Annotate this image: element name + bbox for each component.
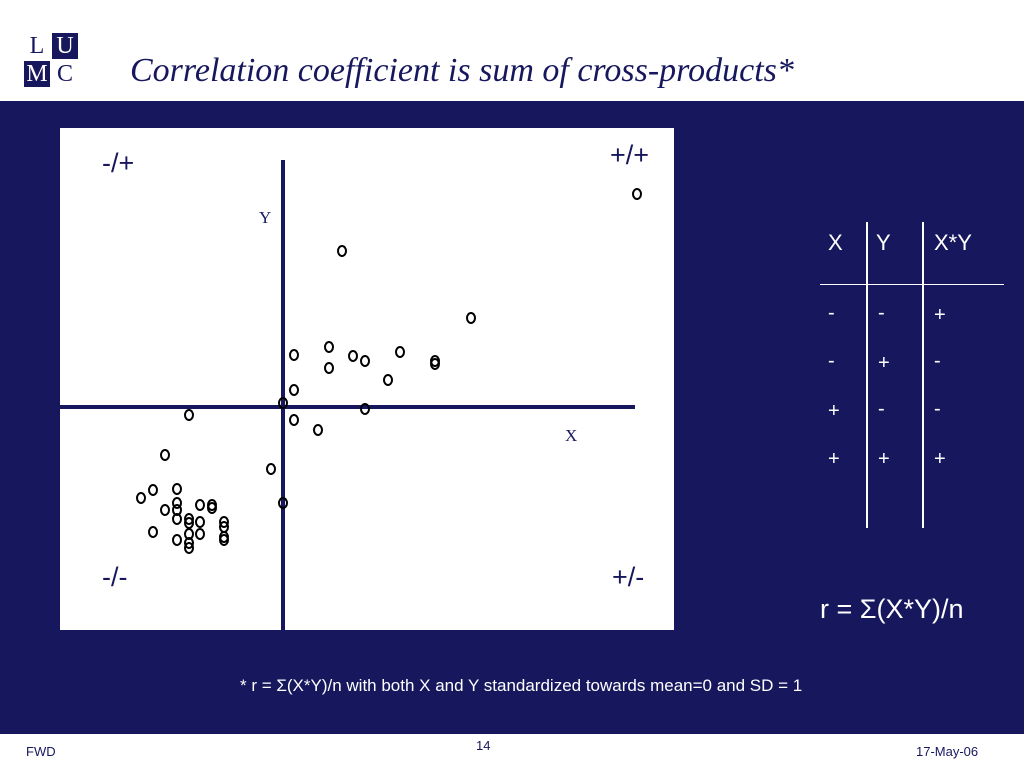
table-cell: - (934, 398, 941, 420)
scatter-point (184, 513, 194, 525)
correlation-formula: r = Σ(X*Y)/n (820, 594, 964, 624)
scatter-point (632, 188, 642, 200)
table-header-y: Y (876, 230, 891, 255)
scatter-point (324, 341, 334, 353)
footer-left-text: FWD (26, 744, 56, 759)
x-axis-label: X (565, 426, 578, 445)
scatter-point (172, 483, 182, 495)
table-header-rule (820, 284, 1004, 285)
scatter-point (278, 397, 288, 409)
table-cell: - (934, 350, 941, 372)
scatter-point (395, 346, 405, 358)
quadrant-label-bottom-left: -/- (102, 562, 128, 592)
scatter-point (383, 374, 393, 386)
scatter-point (266, 463, 276, 475)
scatter-point (148, 526, 158, 538)
table-cell: + (828, 400, 840, 422)
scatter-point (289, 414, 299, 426)
table-divider (922, 222, 924, 528)
scatter-point (360, 355, 370, 367)
page-number: 14 (476, 738, 491, 753)
table-cell: + (878, 352, 890, 374)
quadrant-label-bottom-right: +/- (612, 562, 645, 592)
scatter-point (136, 492, 146, 504)
scatter-point (172, 513, 182, 525)
scatter-point (172, 497, 182, 509)
y-axis-label: Y (259, 208, 272, 227)
table-divider (866, 222, 868, 528)
scatter-point (278, 497, 288, 509)
scatter-point (219, 534, 229, 546)
scatter-point (160, 449, 170, 461)
footnote: * r = Σ(X*Y)/n with both X and Y standar… (240, 676, 803, 695)
quadrant-label-top-right: +/+ (610, 140, 650, 170)
scatter-point (360, 403, 370, 415)
logo-letter-m: M (24, 61, 50, 87)
table-cell: + (878, 448, 890, 470)
table-cell: - (878, 302, 885, 324)
scatter-point (172, 534, 182, 546)
scatter-point (195, 516, 205, 528)
scatter-point (195, 499, 205, 511)
logo-letter-l: L (24, 33, 50, 59)
scatter-point (337, 245, 347, 257)
table-cell: + (828, 448, 840, 470)
logo-letter-u: U (52, 33, 78, 59)
table-header-xy: X*Y (934, 230, 972, 255)
table-header-x: X (828, 230, 843, 255)
scatter-point (184, 537, 194, 549)
scatter-plot-svg (60, 160, 642, 630)
logo-letter-c: C (52, 61, 78, 87)
scatter-point (313, 424, 323, 436)
table-cell: - (828, 350, 835, 372)
table-cell: - (828, 302, 835, 324)
scatter-point (207, 502, 217, 514)
scatter-point (324, 362, 334, 374)
scatter-point (289, 384, 299, 396)
footer-date: 17-May-06 (916, 744, 979, 759)
table-cell: + (934, 304, 946, 326)
slide-title: Correlation coefficient is sum of cross-… (130, 52, 794, 89)
table-cell: + (934, 448, 946, 470)
scatter-point (219, 516, 229, 528)
scatter-point (184, 542, 194, 554)
scatter-point (430, 358, 440, 370)
scatter-point (148, 484, 158, 496)
scatter-point (466, 312, 476, 324)
scatter-point (289, 349, 299, 361)
quadrant-label-top-left: -/+ (102, 148, 135, 178)
scatter-point (195, 528, 205, 540)
scatter-point (184, 409, 194, 421)
scatter-plot: -/+ +/+ -/- +/- Y X (60, 128, 674, 630)
lumc-logo: L U M C (24, 33, 82, 91)
scatter-point (348, 350, 358, 362)
sign-table: X Y X*Y - - + - + - + - - + + + (812, 222, 1006, 528)
scatter-point (160, 504, 170, 516)
table-cell: - (878, 398, 885, 420)
